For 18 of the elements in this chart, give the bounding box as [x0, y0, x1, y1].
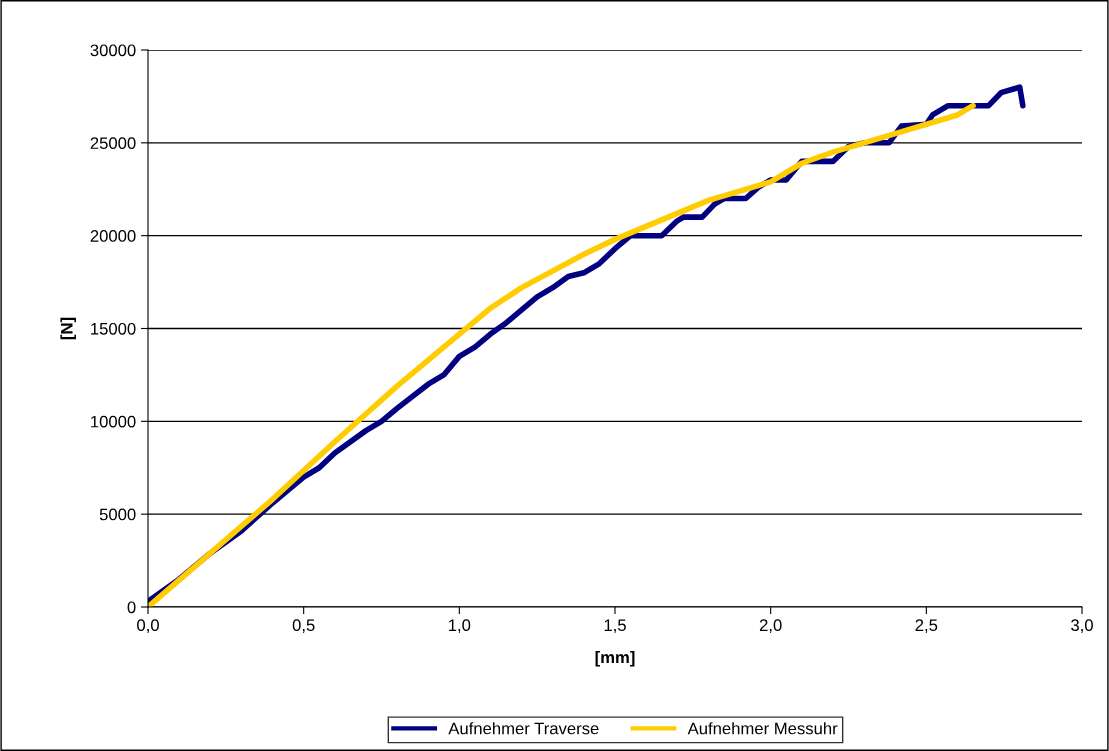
y-tick-label: 15000 — [91, 322, 136, 335]
y-tick-label: 10000 — [91, 415, 136, 428]
x-tick-label: 1,0 — [449, 619, 471, 634]
y-tick-label: 20000 — [90, 230, 136, 242]
y-tick-label: 0 — [127, 601, 136, 614]
y-tick-label: 5000 — [99, 508, 136, 521]
x-tick-label: 2,0 — [759, 619, 782, 634]
x-axis-title: [mm] — [595, 651, 635, 667]
x-tick-label: 0,5 — [292, 619, 315, 634]
x-tick-label: 1,5 — [604, 619, 626, 634]
y-axis-title: [N] — [60, 317, 76, 340]
y-tick-label: 25000 — [90, 137, 136, 150]
x-tick-label: 3,0 — [1071, 619, 1093, 634]
x-tick-label: 2,5 — [915, 619, 938, 634]
x-tick-label: 0,0 — [137, 619, 159, 634]
y-tick-label: 30000 — [90, 44, 136, 57]
legend-label: Aufnehmer Messuhr — [687, 722, 838, 735]
legend-label: Aufnehmer Traverse — [448, 722, 599, 735]
